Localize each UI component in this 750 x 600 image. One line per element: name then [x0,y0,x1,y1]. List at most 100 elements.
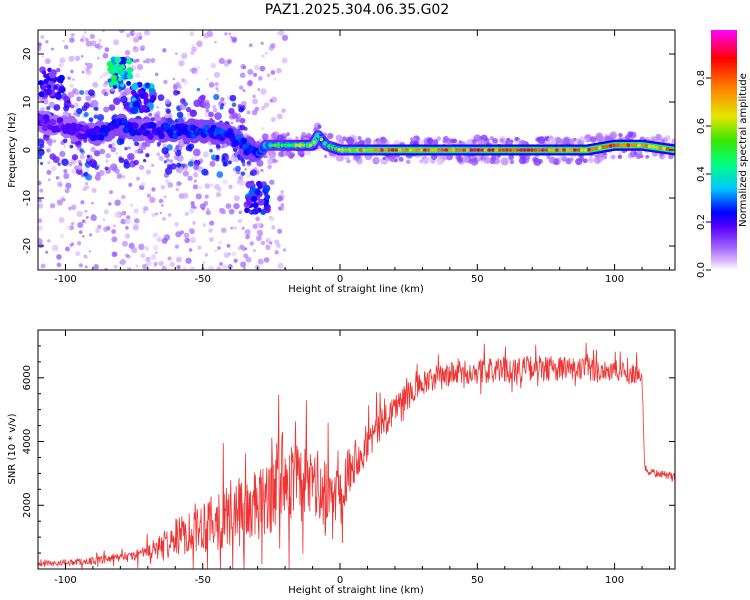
spectrogram-noise-blob [84,181,89,186]
spectrogram-noise-blob [214,41,217,44]
spectrogram-noise-blob [275,159,279,163]
spectrogram-noise-blob [46,169,52,175]
spectrogram-noise-blob [152,232,158,238]
spectrogram-noise-blob [214,81,219,87]
spectrogram-scatter-blob [116,138,124,146]
spectrogram-cluster-blob [130,89,137,96]
spectrogram-noise-blob [204,194,209,199]
spectrogram-noise-blob [120,218,127,225]
spectrogram-noise-blob [255,235,262,242]
spectrogram-noise-blob [198,169,202,173]
spectrogram-noise-blob [167,256,172,261]
spectrogram-scatter-blob [590,136,597,143]
spectrogram-noise-blob [221,209,226,215]
spectrogram-noise-blob [104,267,108,270]
spectrogram-scatter-blob [76,108,83,115]
spectrogram-noise-blob [77,221,84,228]
spectrogram-ridge-core [380,148,384,152]
spectrogram-ridge-core [544,148,548,152]
spectrogram-ridge-core [433,148,438,152]
spectrogram-noise-blob [41,55,45,58]
spectrogram-scatter-blob [88,89,95,97]
spectrogram-noise-blob [85,167,90,172]
spectrogram-noise-blob [45,40,49,44]
spectrogram-noise-blob [124,218,131,225]
spectrogram-noise-blob [120,93,124,96]
spectrogram-scatter-blob [648,136,653,141]
spectrogram-noise-blob [196,40,203,48]
snr-y-axis-label: SNR (10 * v/v) [7,413,18,484]
spectrogram-noise-blob [172,77,176,81]
spectrogram-scatter-blob [42,134,50,141]
spectrogram-noise-blob [38,45,42,52]
spectrogram-scatter-blob [380,156,389,165]
spectrogram-ridge-core [608,144,613,148]
spectrogram-noise-blob [102,218,106,221]
spectrogram-noise-blob [202,223,207,227]
spectrogram-noise-blob [138,36,143,40]
spectrogram-scatter-blob [380,137,387,144]
spectrogram-noise-blob [268,216,275,222]
spectrogram-cluster-blob [43,78,49,85]
spectrogram-ridge-core [412,148,417,152]
spectrogram-scatter-blob [452,138,458,144]
spectrogram-ridge-core [383,148,388,152]
spectrogram-noise-blob [152,244,159,251]
spectrogram-scatter-blob [241,162,246,167]
spectrogram-noise-blob [38,203,44,209]
spectrogram-noise-blob [228,184,233,189]
spectrogram-noise-blob [84,37,89,42]
spectrogram-noise-blob [121,175,126,179]
spectrogram-scatter-blob [432,139,439,146]
spectrogram-noise-blob [215,191,222,198]
spectrogram-ridge-core [405,148,409,152]
spectrogram-noise-blob [76,96,82,102]
spectrogram-noise-blob [38,225,44,231]
spectrogram-scatter-blob [548,156,556,164]
spectrogram-noise-blob [239,180,246,187]
spectrogram-noise-blob [102,82,108,88]
spectrogram-ridge-core [351,148,356,152]
spectrogram-noise-blob [208,265,214,270]
spectrogram-ridge-core [437,148,441,152]
spectrogram-ridge-core [494,148,499,152]
colorbar-tick-label: 0.4 [696,166,707,182]
spectrogram-cluster-blob [107,78,112,83]
spectrogram-ridge-core [269,143,274,147]
spectrogram-scatter-blob [209,148,213,153]
spectrogram-noise-blob [113,264,118,269]
spectrogram-noise-blob [175,231,182,238]
spectrogram-noise-blob [202,260,206,265]
spectrogram-noise-blob [79,154,85,160]
spectrogram-noise-blob [103,209,109,215]
spectrogram-noise-blob [230,121,234,125]
spectrogram-scatter-blob [494,159,500,165]
spectrogram-scatter-blob [176,111,184,119]
spectrogram-cluster-blob [252,202,259,209]
spectrogram-noise-blob [98,39,102,42]
spectrogram-ridge-core [394,148,399,152]
spectrogram-scatter-blob [618,133,623,138]
spectrogram-scatter-blob [210,154,217,161]
spectrogram-noise-blob [161,265,167,270]
spectrogram-scatter-blob [62,138,68,144]
spectrogram-noise-blob [85,215,89,219]
spectrogram-scatter-blob [88,159,97,168]
spectrogram-scatter-blob [140,144,147,151]
spectrogram-ridge-core [319,137,324,142]
spectrogram-cluster-blob [111,74,118,81]
spectrogram-scatter-blob [150,117,155,122]
spectrogram-noise-blob [206,207,210,211]
spectrogram-noise-blob [127,146,131,150]
spectrogram-noise-blob [253,72,258,77]
spectrogram-scatter-blob [212,108,218,113]
spectrogram-ridge-core [530,148,534,152]
spectrogram-noise-blob [155,212,159,216]
spectrogram-noise-blob [205,210,211,216]
spectrogram-noise-blob [162,48,167,53]
spectrogram-noise-blob [190,43,194,47]
spectrogram-noise-blob [281,34,289,41]
spectrogram-cluster-blob [126,80,132,86]
spectrogram-noise-blob [158,260,164,267]
spectrogram-noise-blob [71,221,75,226]
